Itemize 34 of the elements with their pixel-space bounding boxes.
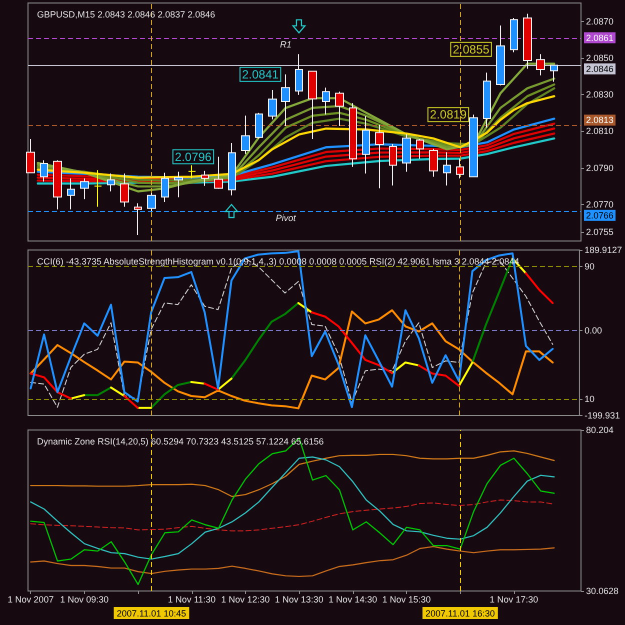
y2-tick-label: 10 <box>584 394 594 404</box>
x-tick-label: 1 Nov 09:30 <box>60 594 109 604</box>
y-tick-label: 2.0770 <box>586 199 614 210</box>
y-tick-label: 2.0810 <box>586 126 614 136</box>
x-tick-label: 1 Nov 17:30 <box>490 594 538 604</box>
y-tick-label: 80.204 <box>586 425 614 435</box>
ref-line-label: 2.0766 <box>586 210 614 220</box>
ref-line-label: 2.0861 <box>586 32 614 43</box>
y2-tick-label: 90 <box>584 262 594 272</box>
x-tick-label: 1 Nov 15:30 <box>382 594 431 604</box>
annotation: Pivot <box>276 213 296 224</box>
x-tick-label: 1 Nov 11:30 <box>168 594 216 604</box>
y-tick-label: 189.9127 <box>584 245 622 255</box>
y-tick-label: 2.0790 <box>586 162 614 173</box>
annotation: R1 <box>280 39 292 50</box>
x-tick-label: 1 Nov 2007 <box>8 594 54 604</box>
ref-line-label: 2.0846 <box>586 64 614 74</box>
ref-line-label: 2007.11.01 10:45 <box>116 608 186 618</box>
annotation: 2.0855 <box>452 42 490 56</box>
y-tick-label: 2.0830 <box>586 90 614 100</box>
y-tick-label: -199.931 <box>584 410 620 420</box>
x-tick-label: 1 Nov 14:30 <box>328 594 378 604</box>
y-tick-label: 2.0755 <box>586 226 614 237</box>
y-tick-label: 2.0850 <box>586 52 614 63</box>
y-tick-label: 0.00 <box>584 326 602 336</box>
x-tick-label: 1 Nov 12:30 <box>221 594 270 604</box>
annotation: 2.0841 <box>242 67 280 82</box>
y-tick-label: 30.0628 <box>586 586 619 596</box>
ref-line-label: 2.0813 <box>586 115 614 126</box>
y-tick-label: 2.0870 <box>586 16 614 26</box>
annotation: 2.0796 <box>174 150 212 164</box>
annotation: 2.0819 <box>430 108 467 122</box>
ref-line-label: 2007.11.01 16:30 <box>425 608 495 618</box>
x-tick-label: 1 Nov 13:30 <box>274 594 324 604</box>
